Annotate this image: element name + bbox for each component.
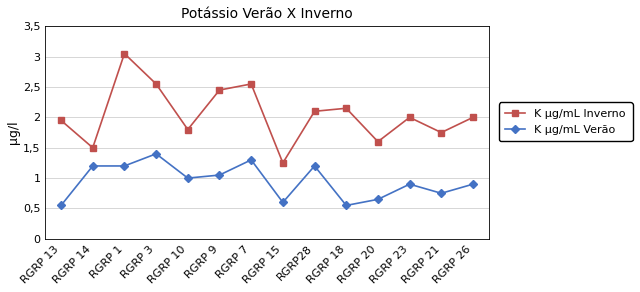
K µg/mL Inverno: [438, 131, 445, 134]
Legend: K µg/mL Inverno, K µg/mL Verão: K µg/mL Inverno, K µg/mL Verão: [499, 102, 632, 141]
K µg/mL Inverno: [310, 110, 318, 113]
Line: K µg/mL Verão: K µg/mL Verão: [58, 151, 476, 208]
K µg/mL Verão: [438, 192, 445, 195]
K µg/mL Verão: [279, 201, 287, 204]
K µg/mL Inverno: [342, 107, 350, 110]
K µg/mL Inverno: [279, 161, 287, 165]
K µg/mL Inverno: [216, 88, 223, 92]
K µg/mL Inverno: [89, 146, 97, 150]
K µg/mL Verão: [342, 204, 350, 207]
K µg/mL Verão: [152, 152, 160, 156]
Title: Potássio Verão X Inverno: Potássio Verão X Inverno: [181, 7, 353, 21]
Y-axis label: µg/l: µg/l: [7, 121, 20, 144]
K µg/mL Verão: [184, 176, 191, 180]
K µg/mL Inverno: [184, 128, 191, 131]
K µg/mL Verão: [247, 158, 255, 162]
K µg/mL Verão: [310, 164, 318, 168]
K µg/mL Inverno: [152, 82, 160, 86]
K µg/mL Inverno: [57, 119, 65, 122]
K µg/mL Verão: [216, 173, 223, 177]
K µg/mL Inverno: [374, 140, 381, 143]
K µg/mL Verão: [469, 182, 477, 186]
K µg/mL Inverno: [120, 52, 128, 55]
K µg/mL Verão: [89, 164, 97, 168]
K µg/mL Verão: [57, 204, 65, 207]
K µg/mL Inverno: [469, 116, 477, 119]
Line: K µg/mL Inverno: K µg/mL Inverno: [58, 51, 476, 166]
K µg/mL Inverno: [406, 116, 413, 119]
K µg/mL Verão: [120, 164, 128, 168]
K µg/mL Verão: [374, 198, 381, 201]
K µg/mL Verão: [406, 182, 413, 186]
K µg/mL Inverno: [247, 82, 255, 86]
